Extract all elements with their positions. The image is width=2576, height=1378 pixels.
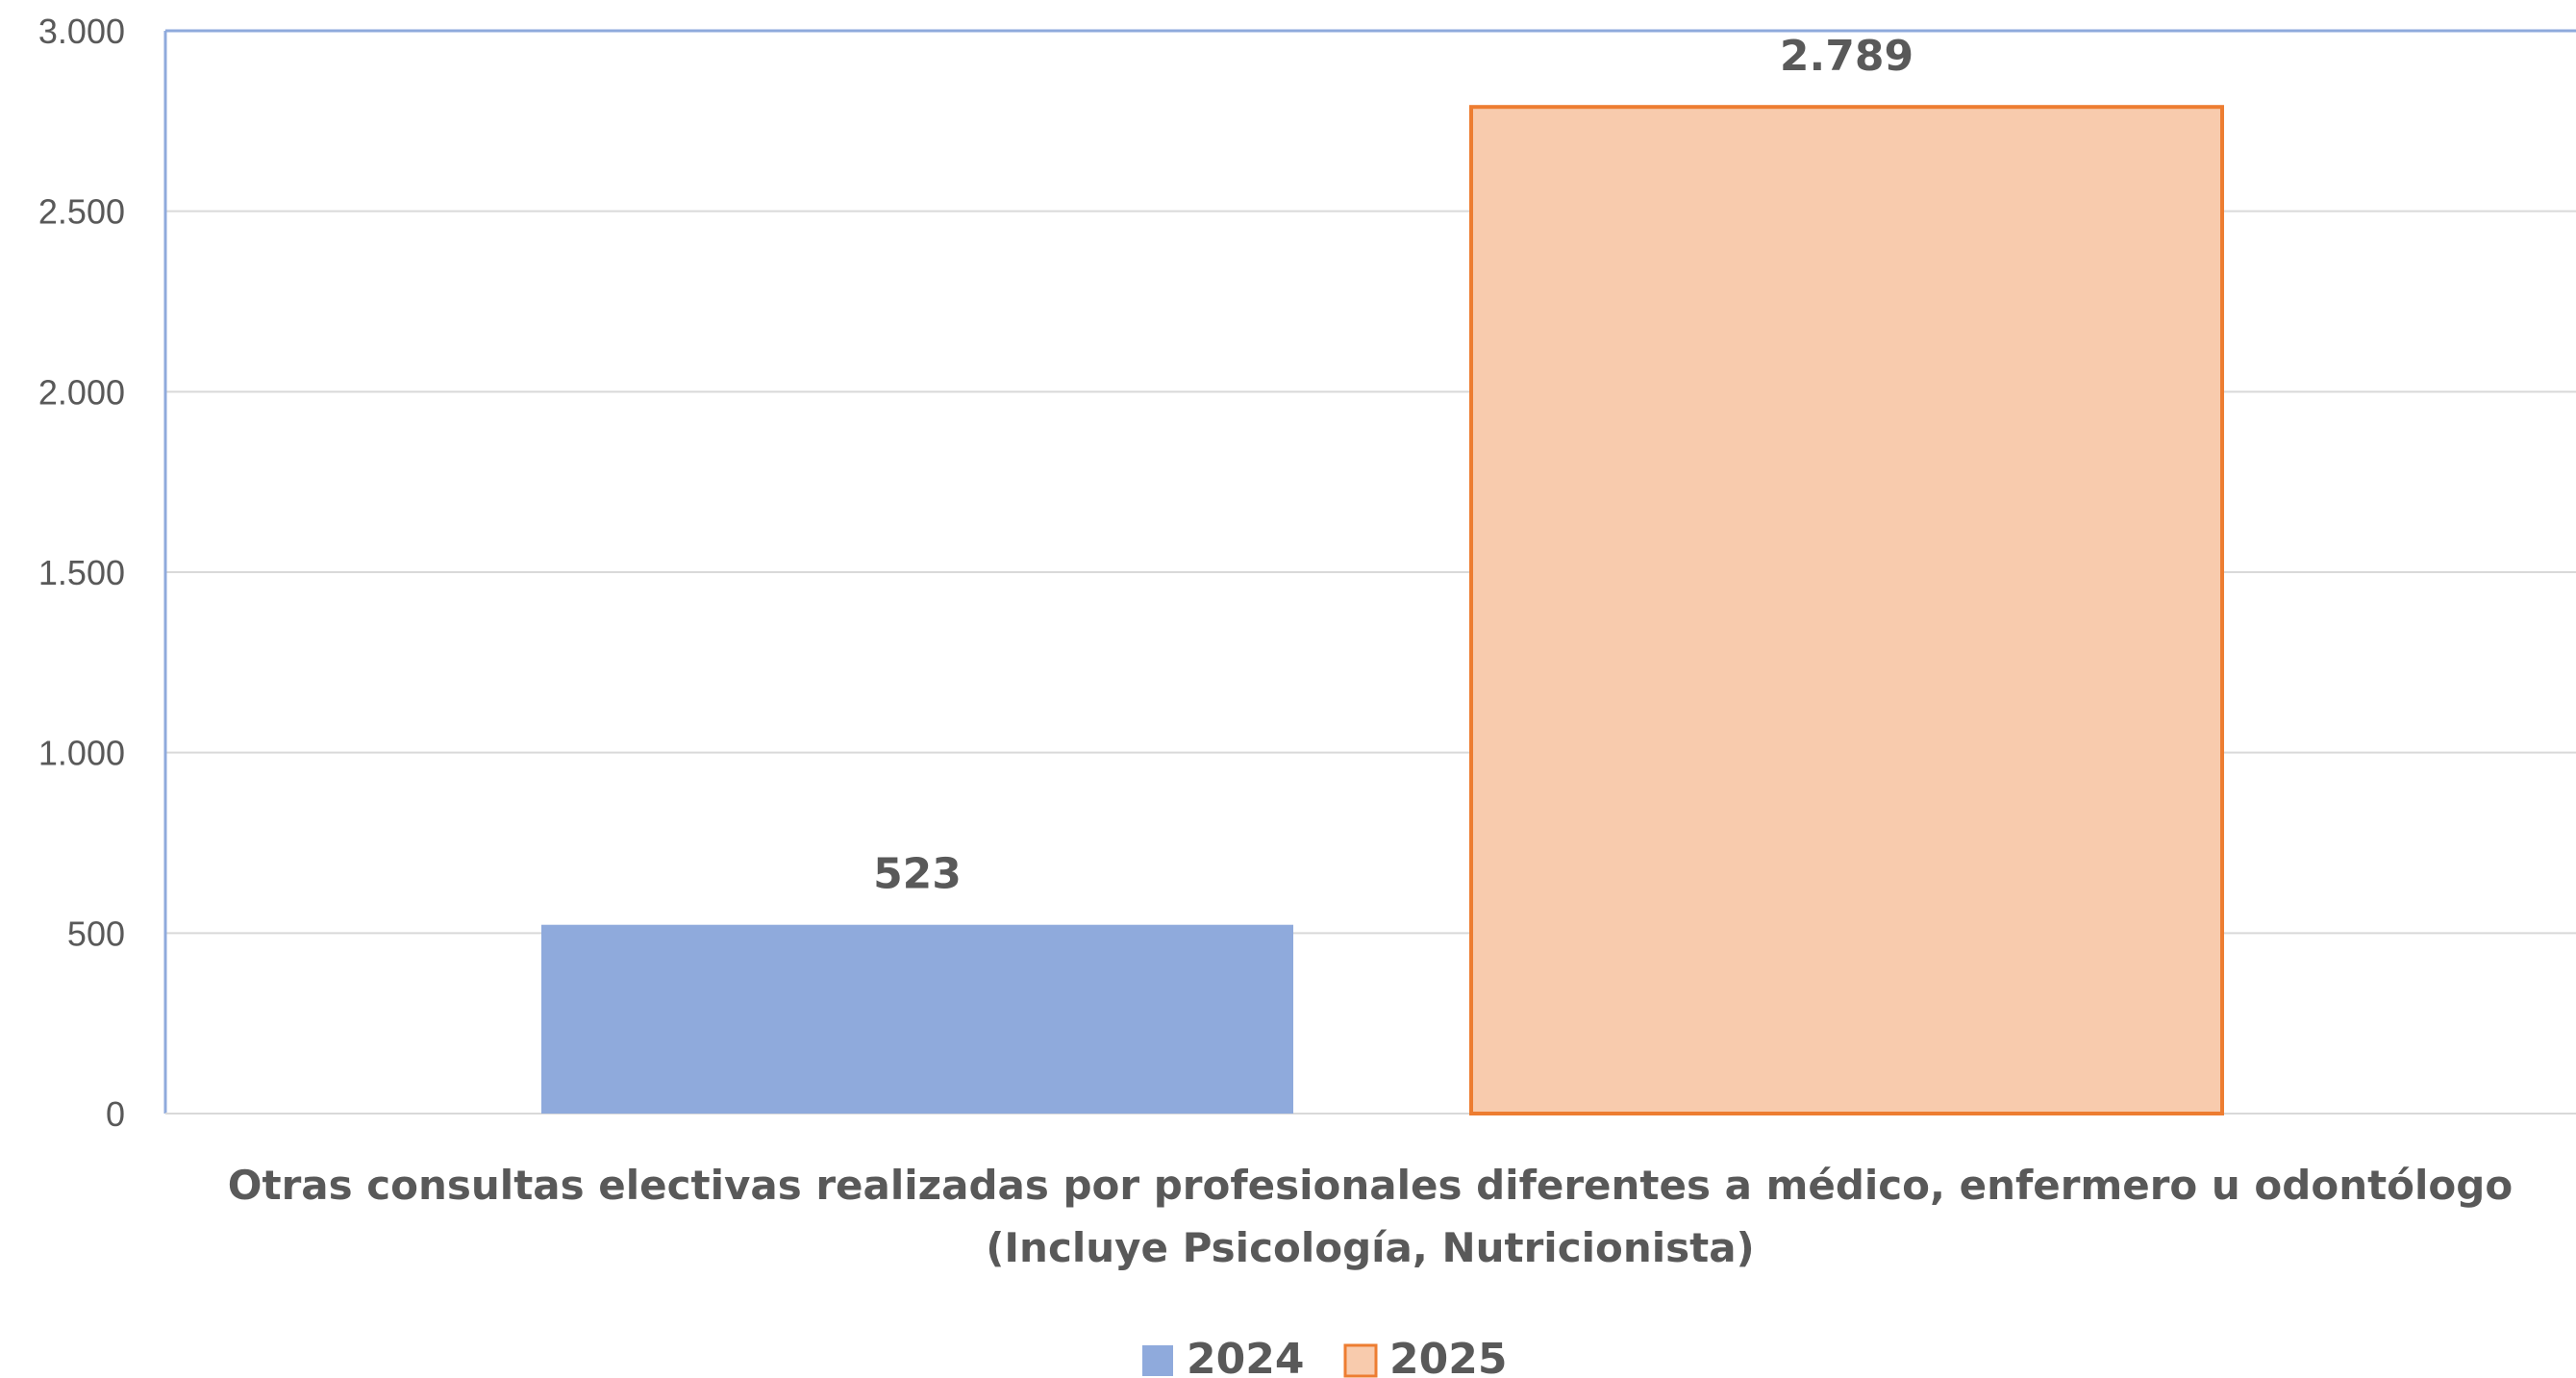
category-label-line: (Incluye Psicología, Nutricionista) — [986, 1224, 1755, 1271]
legend-swatch-2025 — [1343, 1343, 1378, 1378]
y-tick-label: 3.000 — [38, 12, 125, 51]
legend-label-2025: 2025 — [1389, 1335, 1507, 1378]
y-tick-label: 2.500 — [38, 192, 125, 232]
data-label-2025: 2.789 — [1780, 32, 1913, 81]
legend-label-2024: 2024 — [1187, 1335, 1304, 1378]
y-tick-label: 2.000 — [38, 372, 125, 412]
y-tick-label: 1.000 — [38, 734, 125, 773]
bar-2024 — [541, 924, 1293, 1114]
category-label-line: Otras consultas electivas realizadas por… — [228, 1162, 2513, 1209]
y-tick-label: 500 — [67, 914, 125, 953]
data-labels: 523 2.789 — [873, 32, 1913, 899]
category-axis-label: Otras consultas electivas realizadas por… — [228, 1162, 2513, 1271]
legend-swatch-2024 — [1142, 1345, 1173, 1376]
bar-2025 — [1469, 105, 2224, 1116]
y-tick-label: 1.500 — [38, 553, 125, 592]
legend: 2024 2025 — [1142, 1335, 1507, 1378]
y-axis-tick-labels: 0 500 1.000 1.500 2.000 2.500 3.000 — [38, 12, 125, 1134]
bars — [541, 105, 2224, 1116]
data-label-2024: 523 — [873, 850, 962, 899]
y-tick-label: 0 — [106, 1094, 125, 1134]
